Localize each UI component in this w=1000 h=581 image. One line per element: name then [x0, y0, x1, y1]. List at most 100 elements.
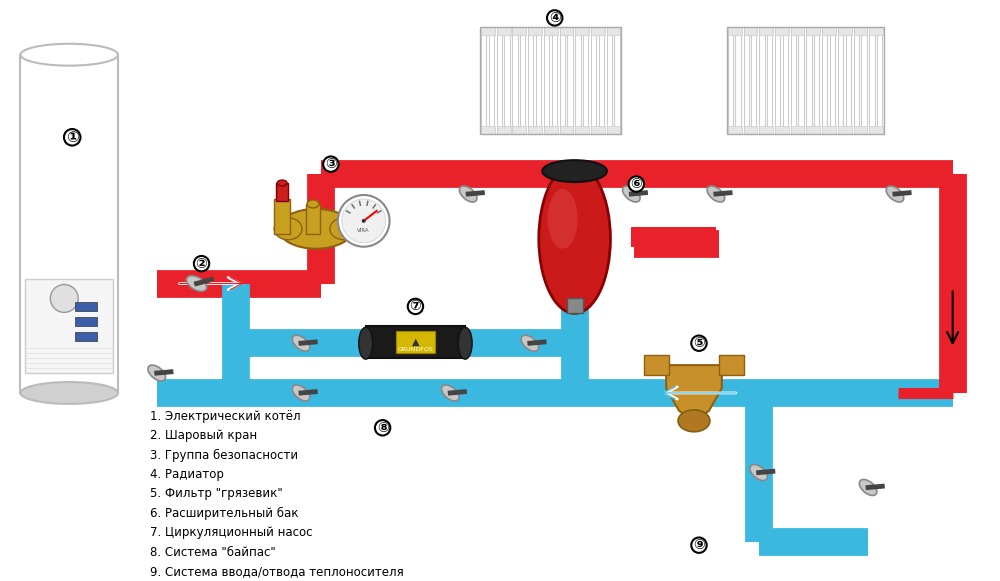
- Bar: [567, 27, 573, 134]
- Text: 1. Электрический котёл: 1. Электрический котёл: [150, 410, 300, 423]
- Text: 9. Система ввода/отвода теплоносителя: 9. Система ввода/отвода теплоносителя: [150, 565, 404, 578]
- Bar: [822, 126, 836, 134]
- Bar: [552, 27, 557, 134]
- Bar: [806, 126, 820, 134]
- Circle shape: [50, 285, 78, 313]
- Ellipse shape: [148, 365, 166, 381]
- Bar: [830, 27, 835, 134]
- Bar: [727, 27, 884, 134]
- Bar: [567, 299, 583, 313]
- Bar: [591, 27, 596, 134]
- Bar: [276, 183, 288, 201]
- Bar: [481, 27, 486, 134]
- Bar: [798, 27, 804, 134]
- Ellipse shape: [20, 44, 118, 66]
- Ellipse shape: [859, 479, 877, 496]
- Text: ③: ③: [325, 157, 337, 171]
- Bar: [728, 126, 742, 134]
- Ellipse shape: [886, 186, 904, 202]
- Bar: [591, 126, 605, 134]
- Circle shape: [342, 199, 386, 243]
- Ellipse shape: [458, 327, 472, 359]
- Bar: [536, 27, 541, 134]
- Bar: [744, 27, 749, 134]
- Bar: [591, 27, 605, 35]
- Ellipse shape: [707, 186, 725, 202]
- Bar: [744, 126, 757, 134]
- Ellipse shape: [539, 164, 610, 313]
- Bar: [728, 27, 733, 134]
- Bar: [544, 27, 549, 134]
- Bar: [575, 27, 589, 35]
- Bar: [869, 27, 883, 35]
- Bar: [560, 27, 573, 35]
- Bar: [744, 27, 757, 35]
- Bar: [775, 126, 789, 134]
- Ellipse shape: [279, 209, 353, 249]
- Text: 8. Система "байпас": 8. Система "байпас": [150, 546, 276, 559]
- Ellipse shape: [548, 189, 578, 249]
- Bar: [791, 27, 796, 134]
- Bar: [644, 355, 669, 375]
- Bar: [75, 303, 97, 311]
- Bar: [489, 27, 494, 134]
- Ellipse shape: [292, 335, 310, 352]
- Bar: [607, 126, 620, 134]
- Bar: [719, 355, 744, 375]
- Bar: [822, 27, 836, 35]
- Text: 6. Расширительный бак: 6. Расширительный бак: [150, 507, 298, 520]
- Bar: [481, 27, 495, 35]
- Bar: [528, 27, 533, 134]
- Text: ⑥: ⑥: [630, 177, 642, 191]
- Ellipse shape: [542, 160, 607, 182]
- Bar: [607, 27, 620, 35]
- Ellipse shape: [330, 218, 358, 240]
- Bar: [759, 27, 773, 35]
- Text: 3. Группа безопасности: 3. Группа безопасности: [150, 449, 298, 462]
- Ellipse shape: [441, 385, 459, 401]
- Bar: [767, 27, 772, 134]
- Text: 2. Шаровый кран: 2. Шаровый кран: [150, 429, 257, 442]
- Text: ②: ②: [196, 257, 207, 271]
- Bar: [306, 204, 320, 234]
- Bar: [854, 27, 859, 134]
- Bar: [75, 317, 97, 327]
- Ellipse shape: [186, 276, 207, 291]
- Ellipse shape: [20, 382, 118, 404]
- Bar: [544, 27, 558, 35]
- Ellipse shape: [274, 218, 302, 240]
- Ellipse shape: [459, 186, 477, 202]
- Ellipse shape: [750, 465, 767, 480]
- Bar: [544, 126, 558, 134]
- Bar: [838, 126, 852, 134]
- Bar: [806, 27, 820, 35]
- Text: GRUNDFOS: GRUNDFOS: [398, 347, 433, 352]
- Bar: [497, 27, 502, 134]
- Bar: [396, 331, 435, 353]
- Circle shape: [338, 195, 390, 247]
- Ellipse shape: [277, 180, 287, 186]
- Bar: [560, 126, 573, 134]
- Bar: [497, 27, 511, 35]
- Bar: [575, 126, 589, 134]
- Bar: [775, 27, 780, 134]
- Bar: [607, 27, 612, 134]
- Circle shape: [362, 219, 366, 223]
- Bar: [814, 27, 819, 134]
- Bar: [512, 27, 526, 35]
- Text: ⑦: ⑦: [410, 299, 421, 313]
- Bar: [854, 126, 867, 134]
- Bar: [735, 27, 741, 134]
- Bar: [481, 126, 495, 134]
- Bar: [861, 27, 867, 134]
- Text: ④: ④: [549, 11, 561, 25]
- Bar: [614, 27, 620, 134]
- Bar: [775, 27, 789, 35]
- Polygon shape: [666, 365, 722, 421]
- Bar: [869, 27, 875, 134]
- Bar: [631, 227, 716, 247]
- Bar: [520, 27, 525, 134]
- Text: ▲: ▲: [412, 337, 419, 347]
- Ellipse shape: [521, 335, 539, 352]
- Ellipse shape: [678, 410, 710, 432]
